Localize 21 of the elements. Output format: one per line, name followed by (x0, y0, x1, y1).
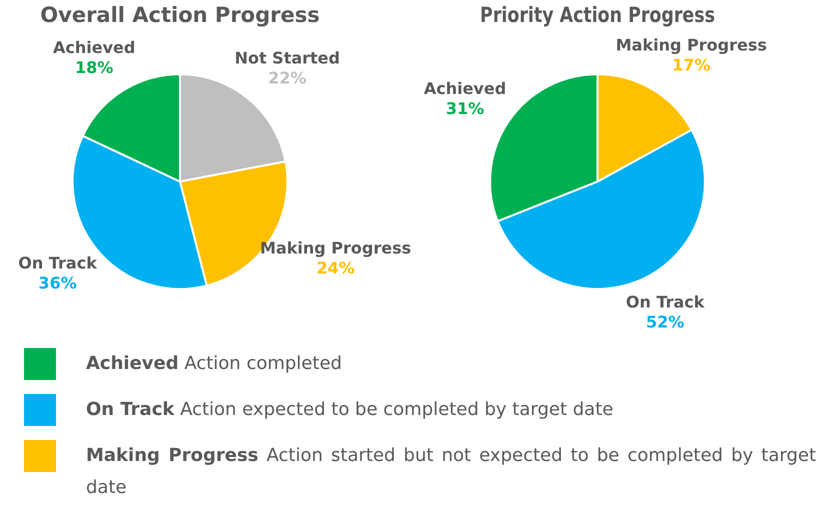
slice-label: Not Started (234, 48, 340, 68)
slice-label: On Track (18, 253, 98, 272)
data-label: 22% (268, 68, 306, 88)
data-label: 17% (672, 56, 710, 75)
slice-label: Making Progress (260, 238, 412, 258)
chart-title: Overall Action Progress (40, 3, 320, 28)
slice-label: Making Progress (616, 36, 767, 55)
legend-label: Making Progress (86, 445, 258, 466)
legend-label: Achieved (86, 353, 179, 374)
legend-label: On Track (86, 399, 174, 420)
slice-label: Achieved (52, 38, 136, 57)
chart-title: Priority Action Progress (480, 2, 715, 28)
data-label: 31% (446, 99, 484, 118)
slice-label: Achieved (424, 79, 506, 98)
text: Action expected to be completed by target date (180, 399, 614, 420)
data-label: 18% (75, 58, 114, 77)
data-label: 36% (38, 273, 77, 292)
data-label: 24% (316, 258, 355, 278)
slice-label: On Track (626, 292, 705, 312)
text: Action completed (184, 353, 342, 374)
data-label: 52% (646, 312, 684, 332)
